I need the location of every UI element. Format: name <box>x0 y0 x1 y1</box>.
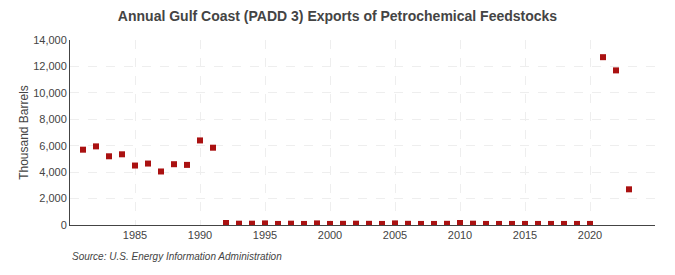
svg-text:2005: 2005 <box>383 229 407 241</box>
svg-text:14,000: 14,000 <box>33 34 67 46</box>
svg-text:Source: U.S. Energy Informatio: Source: U.S. Energy Information Administ… <box>72 251 282 262</box>
svg-text:10,000: 10,000 <box>33 87 67 99</box>
svg-text:Thousand Barrels: Thousand Barrels <box>17 85 31 180</box>
svg-text:0: 0 <box>61 219 67 231</box>
svg-text:1995: 1995 <box>253 229 277 241</box>
svg-text:1985: 1985 <box>123 229 147 241</box>
svg-text:8,000: 8,000 <box>39 113 67 125</box>
svg-text:2015: 2015 <box>513 229 537 241</box>
svg-text:1990: 1990 <box>188 229 212 241</box>
svg-text:2020: 2020 <box>578 229 602 241</box>
svg-text:2,000: 2,000 <box>39 192 67 204</box>
svg-text:Annual Gulf Coast (PADD 3) Exp: Annual Gulf Coast (PADD 3) Exports of Pe… <box>118 8 557 24</box>
svg-text:2010: 2010 <box>448 229 472 241</box>
svg-text:12,000: 12,000 <box>33 60 67 72</box>
svg-text:4,000: 4,000 <box>39 166 67 178</box>
svg-text:6,000: 6,000 <box>39 140 67 152</box>
svg-text:2000: 2000 <box>318 229 342 241</box>
